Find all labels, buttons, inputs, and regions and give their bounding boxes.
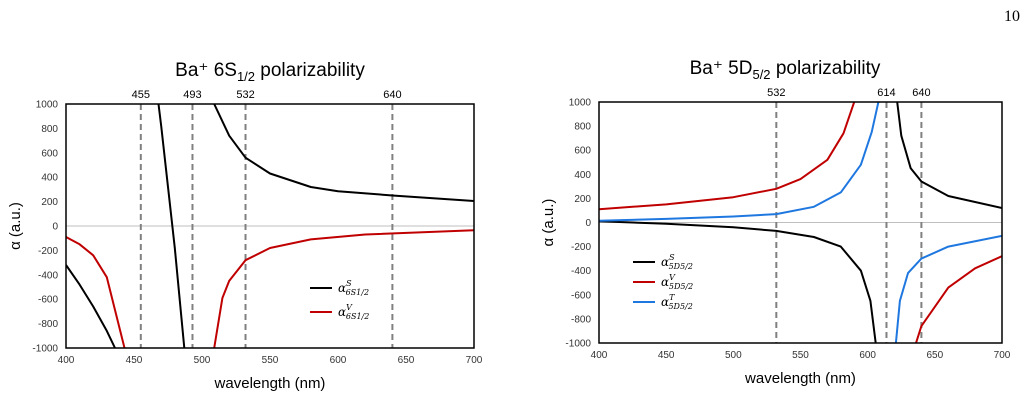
wavelength-marker-label: 640 [383,89,401,101]
y-axis-label: α (a.u.) [7,202,24,250]
y-tick-label: 600 [574,146,591,157]
y-tick-label: -400 [38,270,58,281]
series-line-v [66,236,126,348]
x-tick-label: 400 [591,350,608,361]
x-axis-label: wavelength (nm) [214,375,326,392]
y-tick-label: -600 [571,290,591,301]
legend-entry: αV 6S1/2 [338,303,369,321]
series-line-s [157,104,186,348]
plot-frame [65,103,475,349]
y-tick-label: 800 [574,122,591,133]
wavelength-marker-label: 455 [132,89,150,101]
y-tick-label: -200 [38,246,58,257]
legend-entry: αS 5D5/2 [661,253,693,271]
y-tick-label: 400 [41,173,58,184]
wavelength-marker-label: 532 [767,87,785,99]
chart-title: Ba⁺ 6S1/2 polarizability [175,60,365,84]
x-tick-label: 550 [792,350,809,361]
wavelength-marker-label: 532 [236,89,254,101]
wavelength-marker-label: 614 [877,87,895,99]
y-tick-label: -600 [38,295,58,306]
y-tick-label: 0 [585,218,591,229]
series-line-v [915,255,1002,343]
page-number: 10 [1004,8,1020,25]
y-tick-label: 0 [52,222,58,233]
series-line-s [896,102,1002,209]
x-tick-label: 400 [58,355,75,366]
y-tick-label: -400 [571,266,591,277]
x-tick-label: 500 [194,355,211,366]
wavelength-marker-label: 493 [183,89,201,101]
y-tick-label: 800 [41,124,58,135]
wavelength-marker-label: 640 [912,87,930,99]
chart-title: Ba⁺ 5D5/2 polarizability [690,58,881,82]
y-tick-label: 1000 [569,98,592,109]
series-line-s [213,104,474,202]
y-axis-label: α (a.u.) [540,199,557,247]
x-tick-label: 550 [262,355,279,366]
y-tick-label: 600 [41,148,58,159]
x-tick-label: 600 [859,350,876,361]
y-tick-label: -1000 [565,339,591,350]
series-line-v [599,102,856,211]
legend-entry: αV 5D5/2 [661,273,693,291]
y-tick-label: -200 [571,242,591,253]
x-tick-label: 450 [126,355,143,366]
y-tick-label: -800 [571,314,591,325]
y-tick-label: 400 [574,170,591,181]
x-axis-label: wavelength (nm) [744,370,856,387]
y-tick-label: 1000 [36,100,59,111]
series-line-s [66,264,116,348]
y-tick-label: -1000 [32,344,58,355]
x-tick-label: 450 [658,350,675,361]
series-line-t [599,102,880,222]
x-tick-label: 650 [926,350,943,361]
series-line-t [894,234,1002,343]
x-tick-label: 600 [330,355,347,366]
x-tick-label: 650 [398,355,415,366]
series-line-s [599,220,877,343]
x-tick-label: 500 [725,350,742,361]
legend-entry: αT 5D5/2 [661,293,693,311]
legend-entry: αS 6S1/2 [338,279,369,297]
y-tick-label: -800 [38,319,58,330]
x-tick-label: 700 [994,350,1011,361]
chart-6s-polarizability: Ba⁺ 6S1/2 polarizability 1000 800 600 400 200… [7,60,483,392]
series-line-v [213,229,474,348]
x-tick-label: 700 [466,355,483,366]
y-tick-label: 200 [574,194,591,205]
chart-5d-polarizability: Ba⁺ 5D5/2 polarizability 1000 800 600 400 200… [540,58,1011,387]
y-tick-label: 200 [41,197,58,208]
plot-frame [598,101,1003,344]
